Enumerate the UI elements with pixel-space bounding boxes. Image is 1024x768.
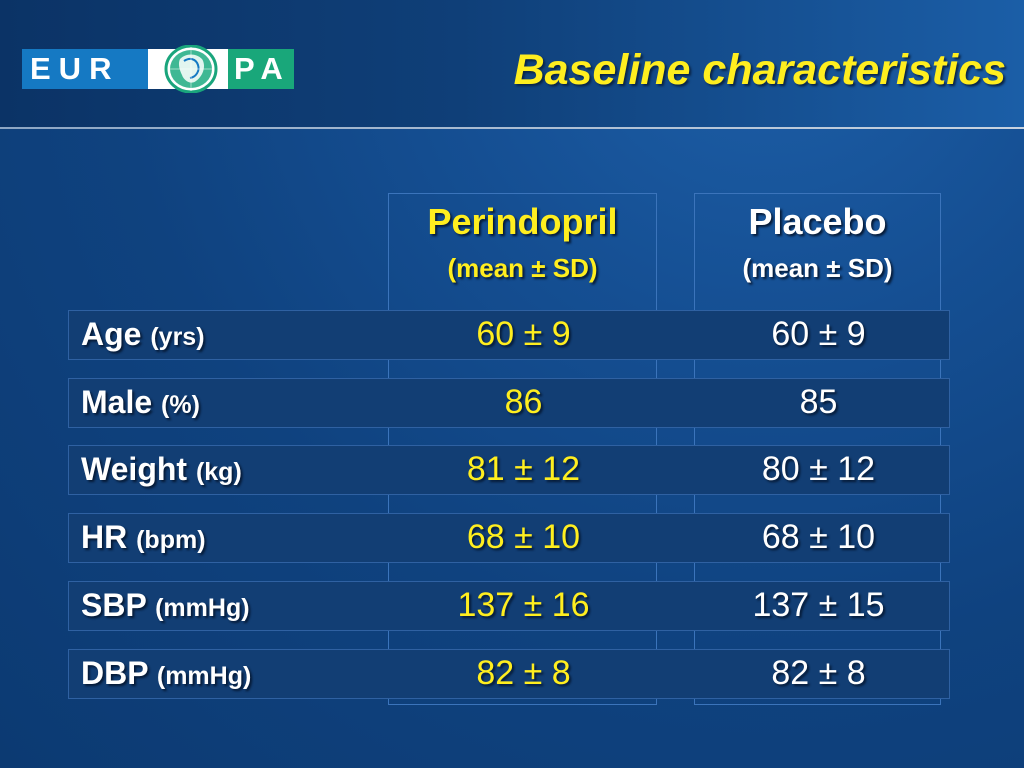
column-header-perindopril: Perindopril (mean ± SD) [388,198,657,290]
column-subtitle: (mean ± SD) [447,253,598,283]
row-unit: (%) [161,391,200,419]
placebo-value: 137 ± 15 [752,586,885,624]
table-row-age: Age (yrs) 60 ± 9 60 ± 9 [68,310,950,360]
row-unit: (kg) [195,458,242,486]
perindopril-value: 60 ± 9 [476,315,571,353]
europa-logo: EUR PA [22,45,294,93]
perindopril-value: 86 [504,383,543,421]
table-row-weight: Weight (kg) 81 ± 12 80 ± 12 [68,445,950,495]
table-row-dbp: DBP (mmHg) 82 ± 8 82 ± 8 [68,649,950,699]
row-label: SBP (mmHg) [81,582,250,631]
placebo-value: 82 ± 8 [771,654,866,692]
row-label-text: Weight [81,451,188,487]
logo-text-left: EUR [22,49,148,89]
perindopril-value: 82 ± 8 [476,654,571,692]
row-unit: (mmHg) [155,594,250,622]
header-divider [0,127,1024,129]
heart-globe-icon [164,45,218,93]
row-label: DBP (mmHg) [81,650,251,699]
table-row-sbp: SBP (mmHg) 137 ± 16 137 ± 15 [68,581,950,631]
column-name: Perindopril [427,201,618,242]
row-label-text: Age [81,316,142,352]
perindopril-value: 68 ± 10 [466,518,581,556]
slide-title: Baseline characteristics [513,46,1006,94]
placebo-value: 85 [799,383,838,421]
column-subtitle: (mean ± SD) [742,253,893,283]
table-row-hr: HR (bpm) 68 ± 10 68 ± 10 [68,513,950,563]
row-label: HR (bpm) [81,514,206,563]
placebo-value: 60 ± 9 [771,315,866,353]
logo-text-right: PA [228,49,294,89]
perindopril-value: 137 ± 16 [457,586,590,624]
placebo-value: 80 ± 12 [761,450,876,488]
row-label: Weight (kg) [81,446,242,495]
row-label-text: SBP [81,587,147,623]
column-name: Placebo [748,201,887,242]
row-label-text: HR [81,519,128,555]
column-header-placebo: Placebo (mean ± SD) [694,198,941,290]
table-row-male: Male (%) 86 85 [68,378,950,428]
row-unit: (bpm) [136,526,206,554]
row-label-text: Male [81,384,153,420]
row-unit: (mmHg) [156,662,252,690]
row-unit: (yrs) [150,323,205,351]
perindopril-value: 81 ± 12 [466,450,581,488]
row-label: Age (yrs) [81,311,205,360]
placebo-value: 68 ± 10 [761,518,876,556]
row-label: Male (%) [81,379,200,428]
row-label-text: DBP [81,655,148,691]
